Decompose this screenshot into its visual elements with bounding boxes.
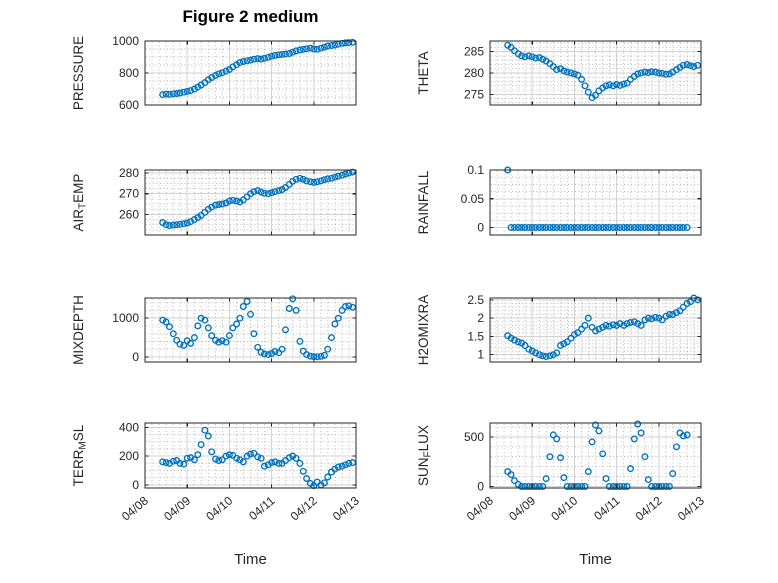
svg-text:280: 280 — [464, 66, 484, 80]
svg-text:800: 800 — [119, 66, 139, 80]
svg-text:600: 600 — [119, 98, 139, 112]
x-axis-label-right: Time — [579, 551, 612, 568]
tick-marks — [489, 41, 702, 105]
svg-text:0: 0 — [132, 478, 139, 492]
y-tick-labels: 0 500 — [464, 430, 484, 494]
subplot-mixdepth: 0 1000 MIXDEPTH — [71, 295, 357, 365]
y-axis-label: TERRMSL — [71, 424, 89, 486]
svg-text:1000: 1000 — [112, 34, 139, 48]
major-grid — [490, 423, 701, 488]
data-series — [504, 420, 691, 490]
tick-marks — [144, 298, 357, 362]
y-tick-labels: 260 270 280 — [119, 166, 139, 221]
y-axis-label: MIXDEPTH — [71, 295, 86, 365]
subplot-rainfall: 0 0.05 0.1 RAINFALL — [416, 163, 702, 236]
svg-text:04/09: 04/09 — [161, 493, 193, 523]
data-series — [504, 41, 702, 102]
y-tick-labels: 600 800 1000 — [112, 34, 139, 112]
svg-text:04/11: 04/11 — [591, 493, 623, 523]
svg-text:04/13: 04/13 — [330, 493, 362, 523]
svg-text:0.05: 0.05 — [461, 192, 485, 206]
svg-text:04/11: 04/11 — [246, 493, 278, 523]
svg-text:04/13: 04/13 — [675, 493, 707, 523]
minor-grid — [491, 424, 700, 487]
svg-text:285: 285 — [464, 45, 484, 59]
svg-text:04/08: 04/08 — [464, 493, 496, 523]
y-tick-labels: 275 280 285 — [464, 45, 484, 102]
minor-grid — [146, 424, 355, 487]
y-axis-label: H2OMIXRA — [416, 295, 431, 366]
y-axis-label: THETA — [416, 51, 431, 94]
y-tick-labels: 0 1000 — [112, 311, 139, 364]
y-axis-label: RAINFALL — [416, 170, 431, 234]
major-grid — [145, 170, 356, 235]
subplot-air-temp: 260 270 280 AIRTEMP — [71, 166, 357, 236]
x-tick-labels: 04/08 04/09 04/10 04/11 04/12 04/13 — [119, 493, 362, 523]
svg-text:0: 0 — [477, 480, 484, 494]
subplot-sun-flux: 0 500 SUNFLUX 04/08 04/09 04/10 04/11 04/12 04/1… — [416, 420, 707, 524]
svg-text:200: 200 — [119, 449, 139, 463]
svg-text:04/12: 04/12 — [633, 493, 665, 523]
subplot-theta: 275 280 285 THETA — [416, 40, 702, 106]
major-grid — [145, 423, 356, 488]
svg-text:280: 280 — [119, 166, 139, 180]
svg-text:1000: 1000 — [112, 311, 139, 325]
svg-text:1.5: 1.5 — [467, 329, 484, 343]
data-series — [159, 168, 357, 229]
minor-grid — [146, 299, 355, 361]
svg-text:2.5: 2.5 — [467, 293, 484, 307]
figure-title: Figure 2 medium — [182, 7, 319, 26]
svg-text:2: 2 — [477, 311, 484, 325]
tick-marks — [489, 169, 702, 235]
svg-text:260: 260 — [119, 207, 139, 221]
data-series — [504, 294, 702, 360]
x-tick-labels: 04/08 04/09 04/10 04/11 04/12 04/13 — [464, 493, 707, 523]
svg-text:0: 0 — [132, 350, 139, 364]
major-grid — [145, 41, 356, 105]
tick-marks — [144, 40, 357, 106]
tick-marks — [489, 423, 702, 488]
svg-text:0.1: 0.1 — [467, 163, 484, 177]
data-series — [504, 166, 691, 231]
data-series — [159, 426, 357, 490]
minor-grid — [491, 299, 700, 361]
x-axis-label-left: Time — [234, 551, 267, 568]
major-grid — [490, 298, 701, 362]
subplot-pressure: 600 800 1000 PRESSURE — [71, 34, 357, 112]
y-axis-label: PRESSURE — [71, 36, 86, 110]
subplot-h2omixra: 1 1.5 2 2.5 H2OMIXRA — [416, 293, 702, 366]
svg-text:500: 500 — [464, 430, 484, 444]
svg-text:275: 275 — [464, 87, 484, 101]
tick-marks — [144, 170, 357, 235]
svg-text:04/12: 04/12 — [288, 493, 320, 523]
data-series — [159, 38, 357, 99]
tick-marks — [489, 298, 702, 362]
svg-text:04/10: 04/10 — [203, 493, 235, 523]
y-tick-labels: 0 0.05 0.1 — [461, 163, 485, 235]
y-tick-labels: 1 1.5 2 2.5 — [467, 293, 484, 362]
svg-text:04/10: 04/10 — [548, 493, 580, 523]
minor-grid — [491, 171, 700, 234]
y-axis-label: AIRTEMP — [71, 174, 89, 232]
minor-grid — [146, 171, 355, 234]
tick-marks — [144, 423, 357, 488]
svg-text:04/08: 04/08 — [119, 493, 151, 523]
y-axis-label: SUNFLUX — [416, 425, 434, 486]
svg-text:04/09: 04/09 — [506, 493, 538, 523]
svg-text:0: 0 — [477, 221, 484, 235]
svg-text:270: 270 — [119, 187, 139, 201]
svg-text:400: 400 — [119, 420, 139, 434]
y-tick-labels: 0 200 400 — [119, 420, 139, 492]
svg-text:1: 1 — [477, 348, 484, 362]
major-grid — [145, 298, 356, 362]
